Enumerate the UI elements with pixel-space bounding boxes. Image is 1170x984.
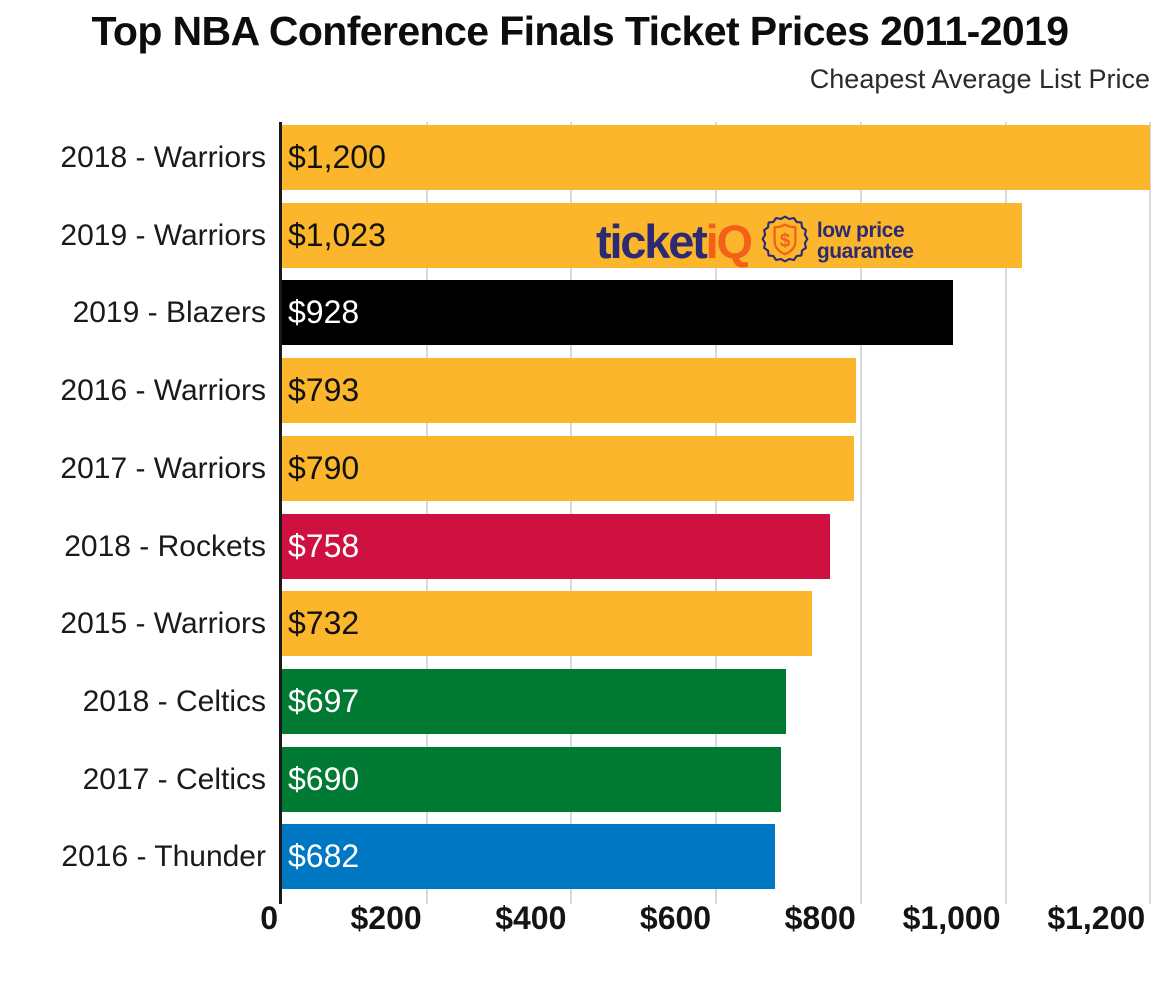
bar-row: 2019 - Warriors $1,023 [0,202,1170,268]
bar-rows: 2018 - Warriors $1,200 2019 - Warriors $1,0… [0,122,1170,904]
ticketiq-tagline: low price guarantee [816,218,914,263]
bar: $690 [282,746,782,812]
category-label: 2019 - Blazers [72,296,266,330]
y-axis-line [279,122,282,904]
bar-value-label: $758 [288,527,360,564]
tagline-line-2: guarantee [816,240,914,263]
bar-value-label: $790 [288,449,360,486]
category-label: 2018 - Warriors [60,141,266,174]
bar-value-label: $682 [288,838,360,875]
ticketiq-logo-watermark: ticketiQ $ low price guarantee [596,210,1026,272]
gridline-1000 [1004,122,1007,904]
category-label: 2016 - Thunder [61,840,266,874]
bar: $1,023 [282,202,1023,268]
bar-row: 2016 - Warriors $793 [0,358,1170,424]
bar: $1,200 [282,125,1151,190]
bar-row: 2018 - Celtics $697 [0,668,1170,734]
gridline-200 [425,122,428,904]
chart-subtitle: Cheapest Average List Price [809,64,1150,94]
bar-value-label: $1,023 [288,216,386,253]
bar: $793 [282,358,856,424]
gridline-600 [715,122,718,904]
bar-value-label: $928 [288,294,360,331]
bar-row: 2018 - Rockets $758 [0,513,1170,579]
plot-area: 2018 - Warriors $1,200 2019 - Warriors $1,0… [0,122,1170,904]
bar: $697 [282,668,787,734]
bar-row: 2016 - Thunder $682 [0,824,1170,890]
bar-row: 2018 - Warriors $1,200 [0,125,1170,190]
gridline-800 [859,122,862,904]
bar-row: 2017 - Celtics $690 [0,746,1170,812]
logo-word-iq: iQ [705,214,753,268]
bar: $732 [282,591,812,657]
category-label: 2017 - Warriors [60,451,266,485]
category-label: 2019 - Warriors [60,218,266,252]
bar-value-label: $732 [288,605,360,642]
low-price-guarantee-shield-icon: $ [760,214,810,269]
category-label: 2017 - Celtics [82,762,266,796]
category-label: 2015 - Warriors [60,607,266,641]
x-tick-label-600: $600 [639,900,712,936]
bar: $682 [282,824,776,890]
bar: $758 [282,513,831,579]
svg-text:$: $ [780,230,791,251]
bar-row: 2015 - Warriors $732 [0,591,1170,657]
gridline-1200 [1149,122,1152,904]
bar-value-label: $793 [288,372,360,409]
bar-row: 2017 - Warriors $790 [0,435,1170,501]
x-tick-label-200: $200 [350,900,422,936]
tagline-line-1: low price [816,218,905,242]
x-tick-label-0: 0 [260,900,278,936]
gridline-400 [570,122,573,904]
bar-value-label: $1,200 [288,139,386,175]
chart-title: Top NBA Conference Finals Ticket Prices … [91,8,1069,54]
x-axis: 0 $200 $400 $600 $800 $1,000 $1,200 [0,900,1170,950]
bar: $790 [282,435,854,501]
category-label: 2018 - Rockets [64,529,266,563]
logo-word-ticket: ticket [596,214,708,268]
category-label: 2018 - Celtics [82,684,266,718]
bar-row: 2019 - Blazers $928 [0,280,1170,346]
x-tick-label-1200: $1,200 [1047,900,1146,936]
category-label: 2016 - Warriors [60,374,266,408]
bar: $928 [282,280,954,346]
x-tick-label-800: $800 [784,900,856,936]
bar-value-label: $690 [288,760,360,797]
x-tick-label-400: $400 [495,900,567,936]
bar-value-label: $697 [288,682,360,719]
x-gridlines [0,122,1170,904]
ticketiq-wordmark: ticketiQ [596,214,753,268]
x-tick-label-1000: $1,000 [902,900,1001,936]
